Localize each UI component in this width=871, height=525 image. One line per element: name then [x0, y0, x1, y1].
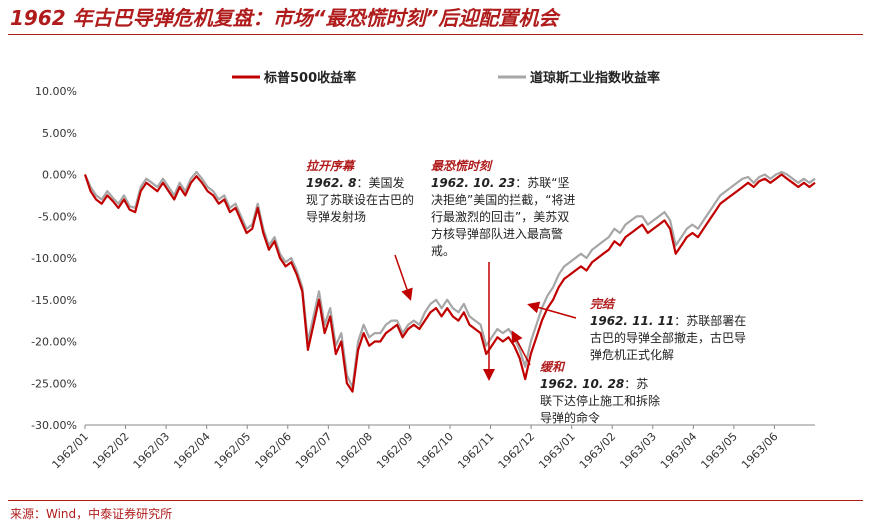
annotation-wanjie: 完结 1962. 11. 11：苏联部署在古巴的导弹全部撤走，古巴导弹危机正式化… [590, 296, 750, 364]
y-tick-label: -30.00% [31, 419, 77, 432]
legend-label-sp500: 标普500收益率 [263, 70, 356, 86]
annotation-date: 1962. 10. 23 [431, 176, 516, 190]
arrow-lakaixumu [394, 254, 413, 301]
arrow-wanjie [527, 301, 577, 319]
y-tick-label: 10.00% [35, 85, 77, 98]
x-axis: 1962/01 1962/02 1962/03 1962/04 1962/05 1962/… [50, 424, 815, 472]
annotation-heading: 缓和 [540, 360, 565, 374]
x-tick-label: 1963/05 [699, 430, 741, 472]
annotation-date: 1962. 8 [306, 176, 357, 190]
x-tick-label: 1962/05 [212, 430, 254, 472]
annotation-text: ：苏联部署在古巴的导弹全部撤走，古巴导弹危机正式化解 [590, 314, 747, 362]
series-lines [83, 170, 816, 393]
chart-title: 1962 年古巴导弹危机复盘：市场“最恐慌时刻”后迎配置机会 [10, 6, 559, 30]
y-tick-label: 5.00% [42, 127, 77, 140]
x-tick-label: 1963/01 [536, 430, 578, 472]
x-tick-label: 1962/02 [90, 430, 132, 472]
x-tick-label: 1963/06 [739, 430, 781, 472]
x-tick-label: 1962/09 [374, 430, 416, 472]
x-tick-label: 1963/02 [577, 430, 619, 472]
y-tick-label: -10.00% [31, 252, 77, 265]
y-axis: 10.00% 5.00% 0.00% -5.00% -10.00% -15.00% -20.… [31, 85, 77, 432]
footer-rule [8, 500, 863, 501]
x-tick-label: 1962/03 [131, 430, 173, 472]
annotation-heading: 完结 [590, 297, 615, 311]
y-tick-label: -25.00% [31, 377, 77, 390]
annotation-text: ：苏联下达停止施工和拆除导弹的命令 [540, 377, 661, 425]
x-tick-label: 1962/07 [293, 430, 335, 472]
legend: 标普500收益率 道琼斯工业指数收益率 [232, 70, 660, 86]
annotation-heading: 最恐慌时刻 [431, 159, 492, 173]
y-tick-label: 0.00% [42, 169, 77, 182]
x-tick-label: 1962/01 [50, 430, 92, 472]
x-tick-label: 1962/11 [455, 430, 497, 472]
annotation-date: 1962. 11. 11 [590, 314, 675, 328]
annotation-date: 1962. 10. 28 [540, 377, 625, 391]
legend-label-dow: 道琼斯工业指数收益率 [530, 70, 660, 86]
y-tick-label: -20.00% [31, 336, 77, 349]
y-tick-label: -5.00% [38, 210, 77, 223]
series-line-dow [83, 170, 816, 389]
annotation-huanhe: 缓和 1962. 10. 28：苏联下达停止施工和拆除导弹的命令 [540, 359, 660, 427]
arrow-huanhe [511, 330, 531, 366]
annotation-lakaixumu: 拉开序幕 1962. 8：美国发现了苏联设在古巴的导弹发射场 [306, 158, 416, 226]
x-tick-label: 1962/12 [496, 430, 538, 472]
x-tick-label: 1962/08 [334, 430, 376, 472]
annotation-zuikonghuang: 最恐慌时刻 1962. 10. 23：苏联“坚决拒绝”美国的拦截，“将进行最激烈… [431, 158, 581, 260]
series-line-sp500 [83, 173, 816, 393]
chart: 标普500收益率 道琼斯工业指数收益率 10.00% 5.00% 0.00% -5.0… [31, 70, 816, 472]
x-tick-label: 1962/04 [171, 430, 213, 472]
source-note: 来源：Wind，中泰证券研究所 [10, 507, 173, 521]
annotation-heading: 拉开序幕 [306, 159, 355, 173]
title-rule [8, 34, 863, 35]
y-tick-label: -15.00% [31, 294, 77, 307]
annotation-text: ：美国发现了苏联设在古巴的导弹发射场 [306, 176, 415, 224]
annotation-text: ：苏联“坚决拒绝”美国的拦截，“将进行最激烈的回击”，美苏双方核导弹部队进入最高… [431, 176, 576, 258]
annotation-arrows [394, 254, 577, 381]
x-tick-label: 1963/03 [617, 430, 659, 472]
x-tick-label: 1962/06 [252, 430, 294, 472]
x-tick-label: 1963/04 [658, 430, 700, 472]
x-tick-label: 1962/10 [415, 430, 457, 472]
